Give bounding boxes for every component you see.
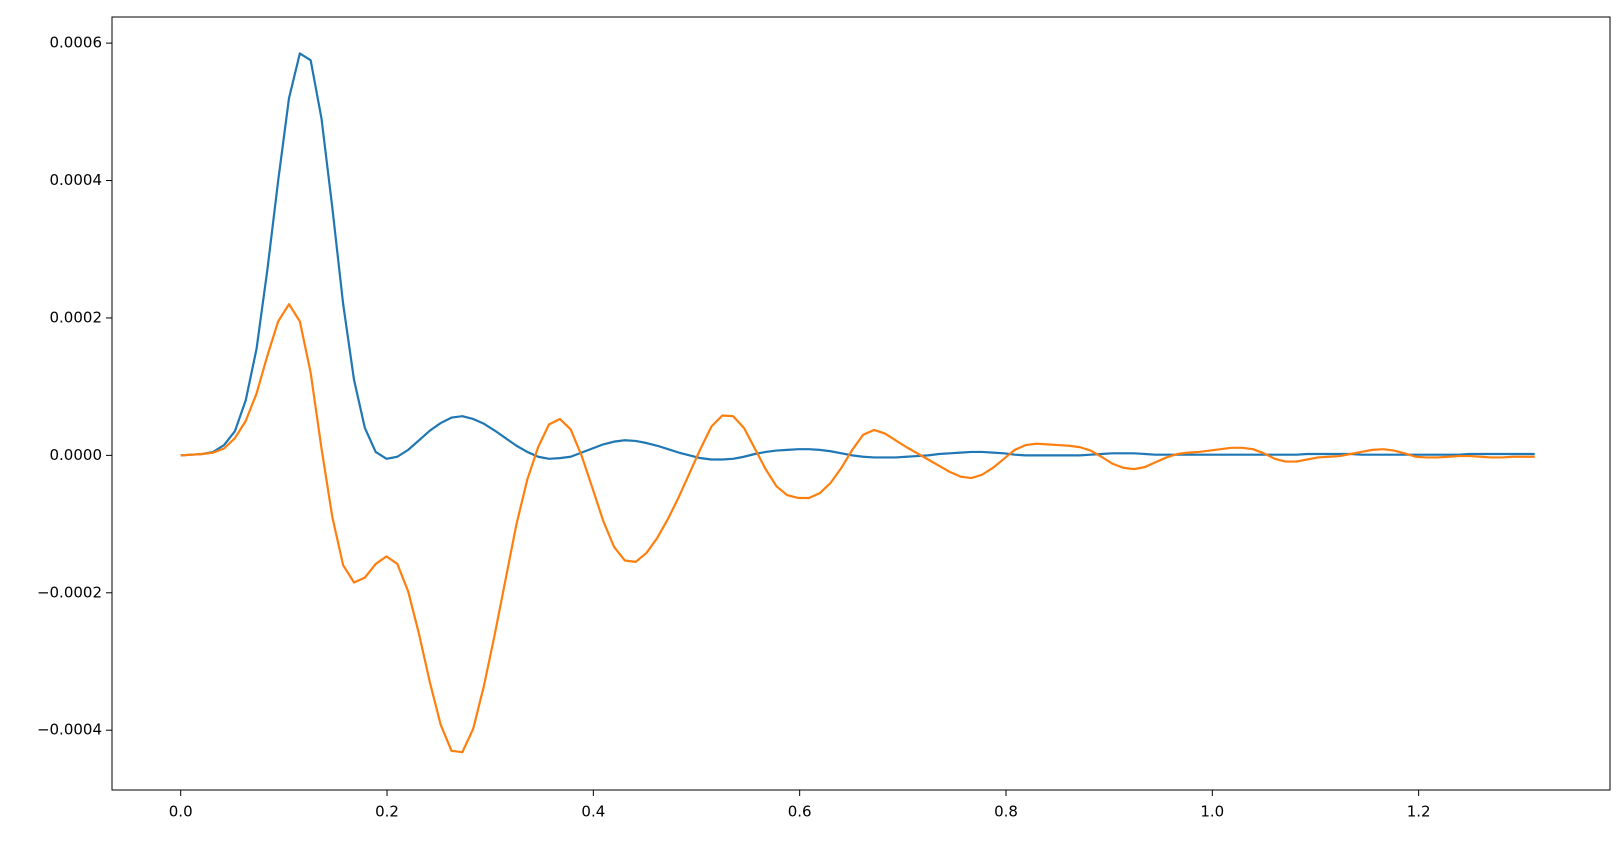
line-series [180,52,1535,461]
y-tick-label: −0.0004 [37,721,102,739]
x-tick-label: 0.2 [375,803,399,821]
y-tick-label: 0.0000 [50,446,103,464]
y-tick-label: 0.0006 [50,34,103,52]
x-tick-label: 0.4 [581,803,605,821]
x-tick-label: 1.0 [1200,803,1224,821]
x-tick-label: 0.8 [994,803,1018,821]
line-series [180,303,1535,754]
y-tick-label: 0.0004 [50,171,103,189]
x-tick-label: 0.6 [788,803,812,821]
x-tick-label: 1.2 [1407,803,1431,821]
y-tick-label: 0.0002 [50,308,103,326]
plot-frame [111,16,1611,791]
y-tick-label: −0.0002 [37,583,102,601]
x-tick-label: 0.0 [169,803,193,821]
